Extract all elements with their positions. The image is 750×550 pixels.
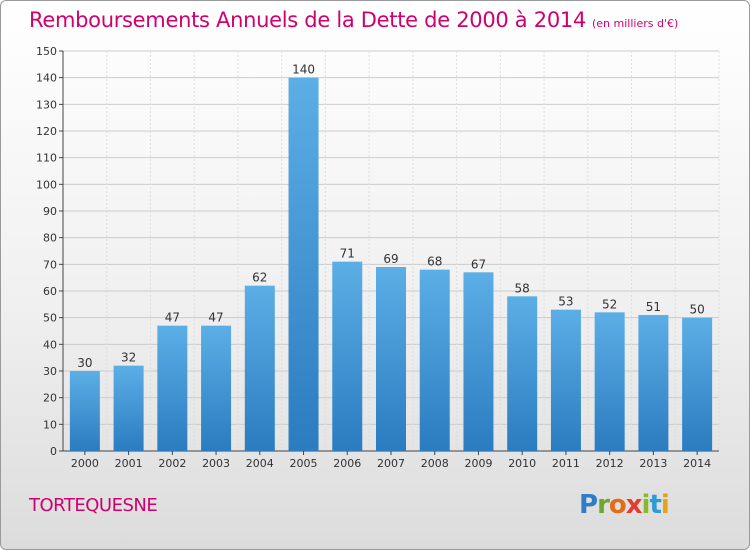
data-label: 50 (689, 303, 704, 317)
y-tick-label: 110 (36, 152, 57, 165)
logo-letter: x (625, 490, 643, 520)
logo-letter: i (660, 490, 670, 520)
x-tick-label: 2002 (158, 457, 186, 470)
bar (638, 315, 669, 451)
y-tick-label: 20 (43, 392, 57, 405)
data-labels: 30 32 47 47 62 140 71 69 68 67 58 53 52 51 50 (77, 63, 705, 370)
bar (69, 371, 100, 451)
x-tick-label: 2013 (639, 457, 667, 470)
proxiti-logo: Proxiti (579, 490, 670, 520)
x-tick-label: 2005 (290, 457, 318, 470)
bars (69, 77, 713, 452)
y-tick-label: 30 (43, 365, 57, 378)
bar (288, 77, 319, 452)
chart-title: Remboursements Annuels de la Dette de 20… (29, 8, 678, 32)
x-tick-label: 2014 (683, 457, 711, 470)
y-tick-label: 10 (43, 418, 57, 431)
bar (550, 309, 581, 451)
x-tick-label: 2010 (508, 457, 536, 470)
y-tick-label: 70 (43, 258, 57, 271)
data-label: 58 (515, 281, 530, 295)
bar (507, 296, 538, 451)
x-tick-label: 2001 (115, 457, 143, 470)
data-label: 52 (602, 297, 617, 311)
y-tick-label: 90 (43, 205, 57, 218)
data-label: 62 (252, 271, 267, 285)
data-label: 47 (165, 311, 180, 325)
logo-letter: t (649, 490, 661, 520)
y-tick-label: 40 (43, 338, 57, 351)
data-label: 53 (558, 295, 573, 309)
bar (594, 312, 625, 451)
bar (376, 267, 406, 451)
bar (113, 365, 144, 451)
data-label: 30 (77, 356, 92, 370)
y-tick-label: 80 (43, 232, 57, 245)
x-tick-label: 2007 (377, 457, 405, 470)
x-tick-label: 2009 (464, 457, 492, 470)
bar (201, 325, 232, 451)
y-tick-label: 140 (36, 72, 57, 85)
data-label: 69 (383, 252, 398, 266)
x-tick-label: 2012 (596, 457, 624, 470)
tick-labels: 0 10 20 30 40 50 60 70 80 90 100 110 120 130 140 150 200… (36, 45, 711, 470)
bar (244, 285, 275, 451)
y-tick-label: 60 (43, 285, 57, 298)
data-label: 47 (208, 311, 223, 325)
data-label: 71 (340, 247, 355, 261)
y-tick-label: 120 (36, 125, 57, 138)
y-tick-label: 130 (36, 98, 57, 111)
bar (682, 317, 713, 451)
chart-title-text: Remboursements Annuels de la Dette de 20… (29, 8, 586, 32)
x-tick-label: 2003 (202, 457, 230, 470)
logo-letter: P (579, 490, 598, 520)
x-tick-label: 2006 (333, 457, 361, 470)
bar (463, 272, 494, 451)
logo-letter: r (597, 490, 610, 520)
data-label: 51 (646, 300, 661, 314)
bar (157, 325, 188, 451)
data-label: 67 (471, 257, 486, 271)
y-tick-label: 50 (43, 312, 57, 325)
data-label: 140 (292, 63, 315, 77)
x-tick-label: 2008 (421, 457, 449, 470)
x-tick-label: 2004 (246, 457, 274, 470)
x-tick-label: 2011 (552, 457, 580, 470)
chart-unit: (en milliers d'€) (592, 17, 679, 30)
commune-name: TORTEQUESNE (29, 495, 158, 516)
bar (332, 261, 363, 451)
bar (419, 269, 450, 451)
logo-letter: o (608, 490, 627, 520)
data-label: 68 (427, 255, 442, 269)
y-tick-label: 100 (36, 178, 57, 191)
data-label: 32 (121, 351, 136, 365)
logo-letter: i (641, 490, 651, 520)
y-tick-label: 0 (50, 445, 57, 458)
y-tick-label: 150 (36, 45, 57, 58)
x-tick-label: 2000 (71, 457, 99, 470)
